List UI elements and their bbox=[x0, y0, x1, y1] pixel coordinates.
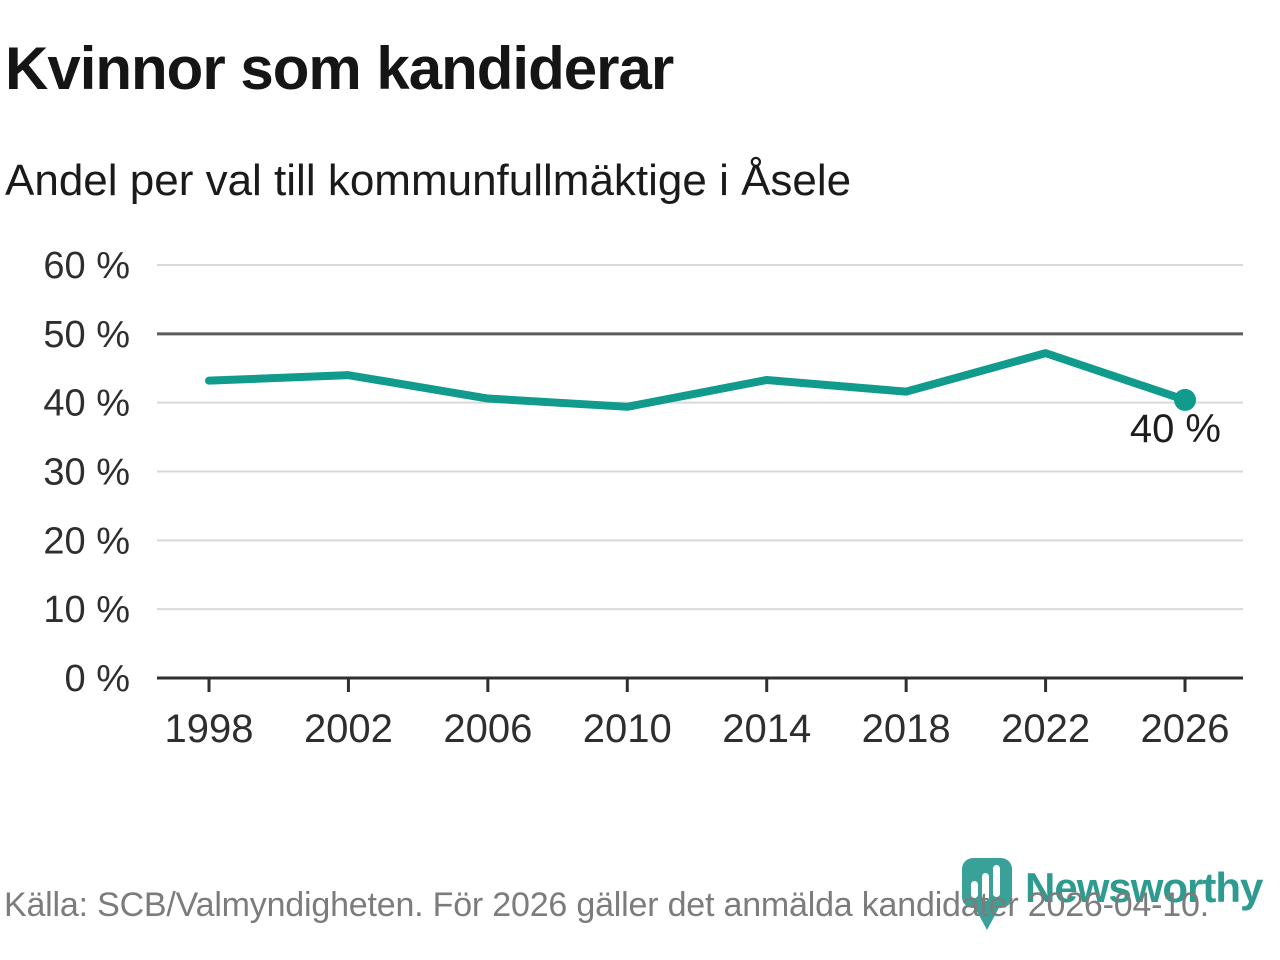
data-line bbox=[205, 349, 1190, 411]
x-tick-label: 2010 bbox=[583, 707, 672, 751]
x-tick-label: 2006 bbox=[443, 707, 532, 751]
y-tick-label: 20 % bbox=[43, 520, 130, 562]
y-tick-label: 50 % bbox=[43, 314, 130, 356]
chart-title: Kvinnor som kandiderar bbox=[5, 35, 674, 102]
chart-subtitle: Andel per val till kommunfullmäktige i Å… bbox=[5, 156, 852, 205]
newsworthy-logo: Newsworthy bbox=[961, 856, 1263, 934]
x-tick-label: 1998 bbox=[165, 707, 254, 751]
end-point-label: 40 % bbox=[1130, 407, 1221, 451]
source-note: Källa: SCB/Valmyndigheten. För 2026 gäll… bbox=[4, 886, 1209, 924]
x-tick-label: 2018 bbox=[862, 707, 951, 751]
y-tick-label: 30 % bbox=[43, 452, 130, 494]
x-tick-label: 2002 bbox=[304, 707, 393, 751]
line-chart: 0 % 10 % 20 % 30 % 40 % 50 % 60 % 1998 2002 2006 2… bbox=[43, 250, 1243, 751]
x-tick-label: 2022 bbox=[1001, 707, 1090, 751]
end-point-marker bbox=[1174, 388, 1197, 411]
x-tick-label: 2014 bbox=[722, 707, 811, 751]
newsworthy-wordmark: Newsworthy bbox=[1025, 864, 1263, 911]
x-tick-label: 2026 bbox=[1141, 707, 1230, 751]
y-tick-label: 0 % bbox=[65, 658, 130, 700]
y-tick-label: 60 % bbox=[43, 250, 130, 287]
newsworthy-pin-icon bbox=[962, 858, 1012, 930]
y-tick-label: 10 % bbox=[43, 589, 130, 631]
y-tick-label: 40 % bbox=[43, 383, 130, 425]
